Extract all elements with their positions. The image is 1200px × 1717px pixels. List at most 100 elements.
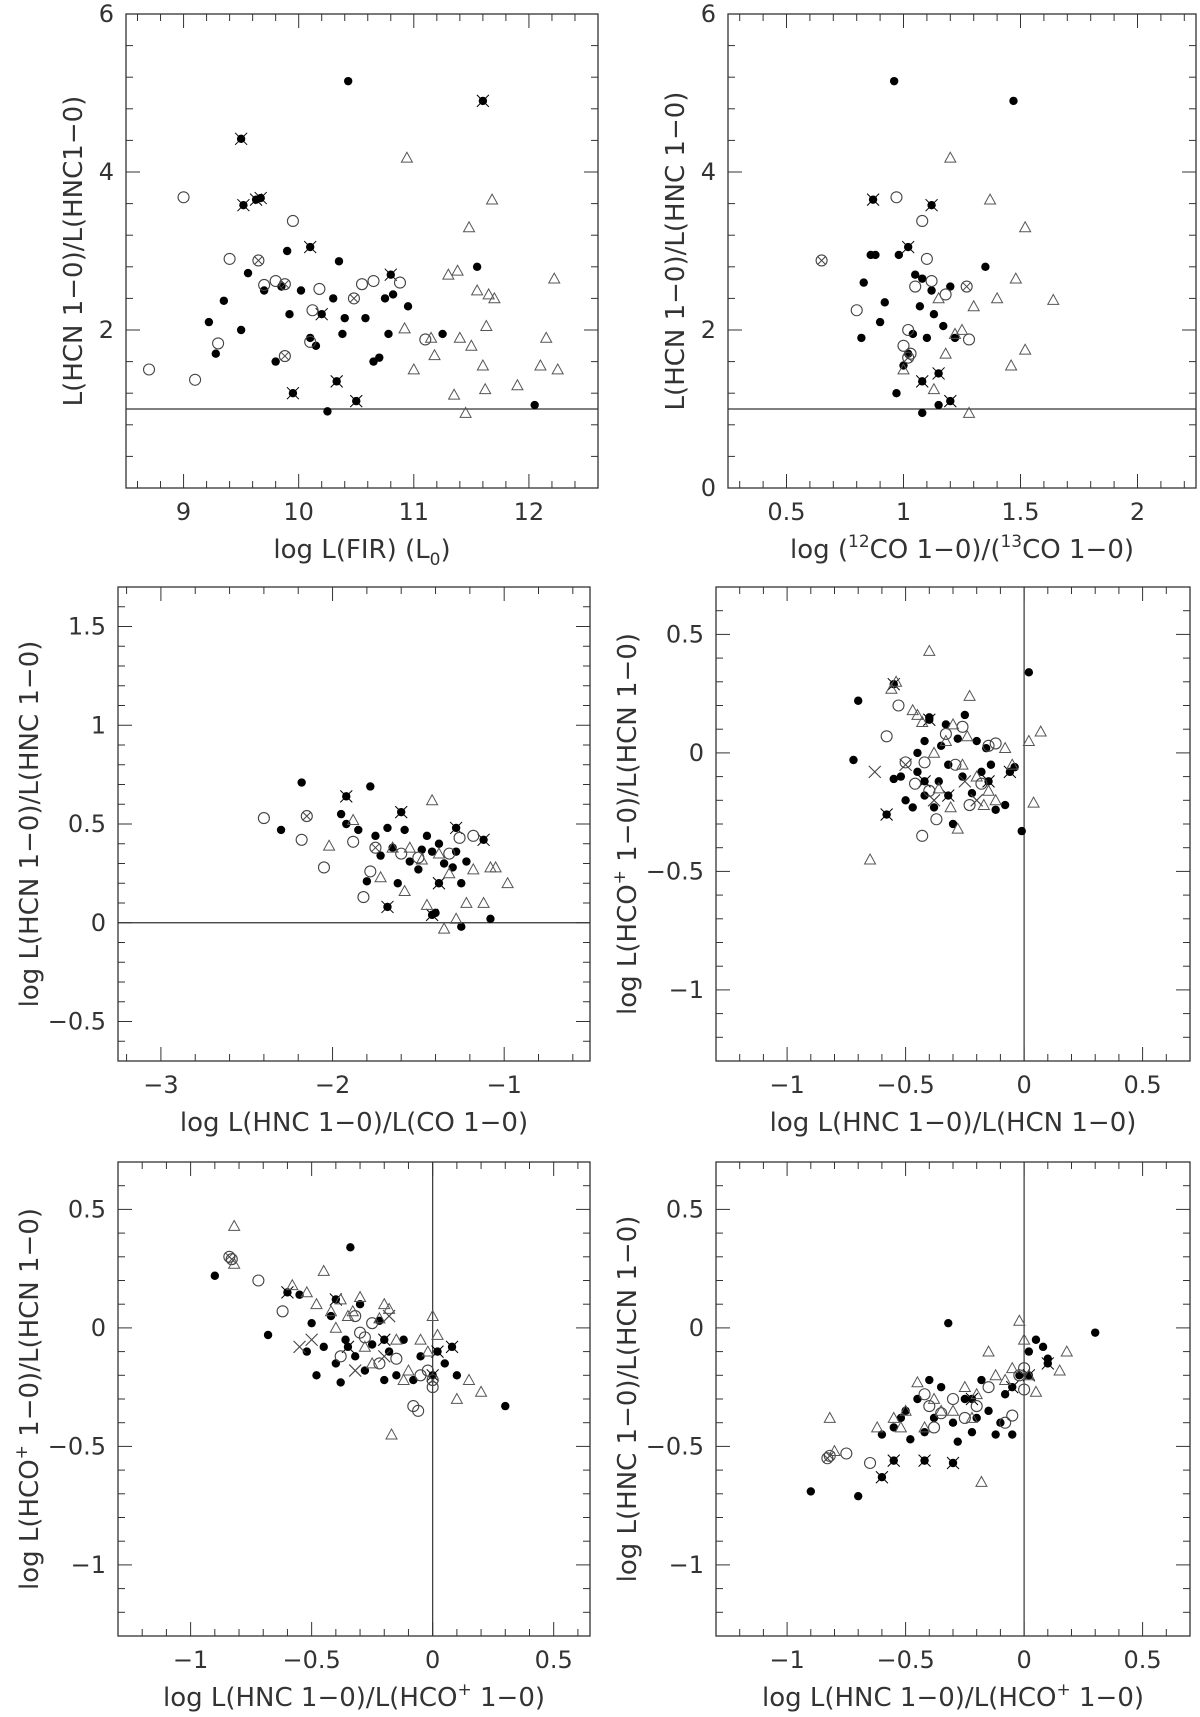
data-point [902, 323, 915, 337]
data-point [353, 1290, 367, 1302]
data-point [977, 798, 991, 810]
y-axis-label: L(HCN 1−0)/L(HNC 1−0) [661, 92, 691, 411]
data-point [889, 675, 903, 687]
data-point [383, 823, 392, 833]
data-point [414, 1333, 427, 1345]
data-point [932, 367, 945, 380]
data-point [304, 335, 317, 348]
data-point [849, 755, 858, 765]
data-point [1018, 220, 1032, 233]
data-point [482, 287, 495, 300]
data-point [305, 333, 315, 343]
data-point [960, 729, 974, 742]
x-tick-label: 0 [425, 1646, 440, 1674]
series-open [850, 191, 976, 360]
data-point [219, 296, 229, 305]
y-tick-label: 0 [689, 739, 704, 767]
data-point [400, 825, 409, 835]
x-tick-label: −0.5 [283, 1646, 341, 1674]
series-open-cross [223, 1250, 439, 1387]
data-point [234, 132, 248, 146]
data-point [823, 1411, 837, 1423]
data-point [932, 291, 945, 304]
data-point [920, 736, 929, 746]
data-point [351, 1352, 360, 1361]
data-point [989, 737, 1002, 750]
data-point [354, 1326, 367, 1339]
data-point [984, 1406, 993, 1416]
data-point [486, 914, 495, 923]
data-point [364, 865, 377, 878]
x-axis-label: log L(HNC 1−0)/L(HCO+ 1−0) [762, 1680, 1144, 1713]
data-point [892, 699, 905, 712]
data-point [465, 339, 478, 351]
data-point [384, 268, 398, 282]
data-point [211, 349, 220, 358]
data-point [890, 191, 903, 204]
y-tick-label: 1.5 [68, 613, 106, 641]
data-point [422, 831, 432, 841]
data-point [930, 813, 943, 826]
y-tick-label: 0.5 [68, 1195, 106, 1223]
data-point [416, 1352, 425, 1361]
data-point [252, 1274, 265, 1287]
data-point [908, 329, 918, 339]
data-point [897, 339, 910, 352]
x-tick-label: −2 [315, 1071, 350, 1099]
data-point [367, 274, 380, 288]
data-point [1018, 343, 1032, 355]
data-point [1017, 1333, 1031, 1345]
data-point [939, 347, 952, 359]
data-point [451, 264, 464, 276]
data-point [899, 758, 912, 772]
data-point [412, 1404, 425, 1417]
data-point [227, 1219, 241, 1231]
data-point [894, 1420, 908, 1433]
data-point [875, 317, 885, 327]
data-point [982, 1345, 995, 1357]
scatter-panel-1: 9 10 11 12 2 4 6 log L(FIR) (L0) L(HCN 1−0)/L(HN… [59, 0, 599, 570]
data-point [424, 331, 438, 343]
series-triangle [823, 1314, 1074, 1487]
data-point [397, 1373, 410, 1385]
data-point [373, 1357, 386, 1370]
data-point [237, 198, 250, 212]
x-axis-label: log L(FIR) (L0) [273, 535, 450, 570]
data-point [375, 353, 384, 362]
data-point [943, 394, 957, 408]
data-point [948, 327, 962, 339]
series-filled [857, 76, 1018, 418]
data-point [963, 689, 976, 701]
data-point [336, 1378, 345, 1387]
series-filled-cross [866, 193, 957, 408]
series-cross [293, 1309, 396, 1377]
data-point [386, 841, 399, 853]
data-point [970, 770, 984, 782]
y-axis-label: log L(HCN 1−0)/L(HNC 1−0) [15, 641, 45, 1008]
data-point [278, 278, 291, 291]
data-point [925, 1375, 934, 1385]
data-point [1006, 1409, 1019, 1422]
data-point [850, 304, 863, 317]
data-point [1009, 272, 1023, 284]
data-point [958, 774, 972, 788]
data-point [889, 774, 898, 784]
data-point [972, 736, 981, 746]
data-point [1013, 1314, 1026, 1326]
data-point [355, 1300, 365, 1309]
data-point [889, 1423, 898, 1432]
data-point [488, 291, 501, 304]
data-point [434, 839, 444, 848]
series-triangle [863, 644, 1048, 865]
data-point [936, 1382, 946, 1392]
series-cross [868, 758, 984, 807]
x-tick-label: 9 [176, 498, 191, 526]
data-point [958, 772, 967, 781]
data-point [334, 257, 344, 266]
data-point [300, 810, 313, 823]
data-point [939, 727, 952, 740]
data-point [946, 282, 955, 291]
data-point [828, 1444, 841, 1457]
data-point [485, 193, 499, 205]
